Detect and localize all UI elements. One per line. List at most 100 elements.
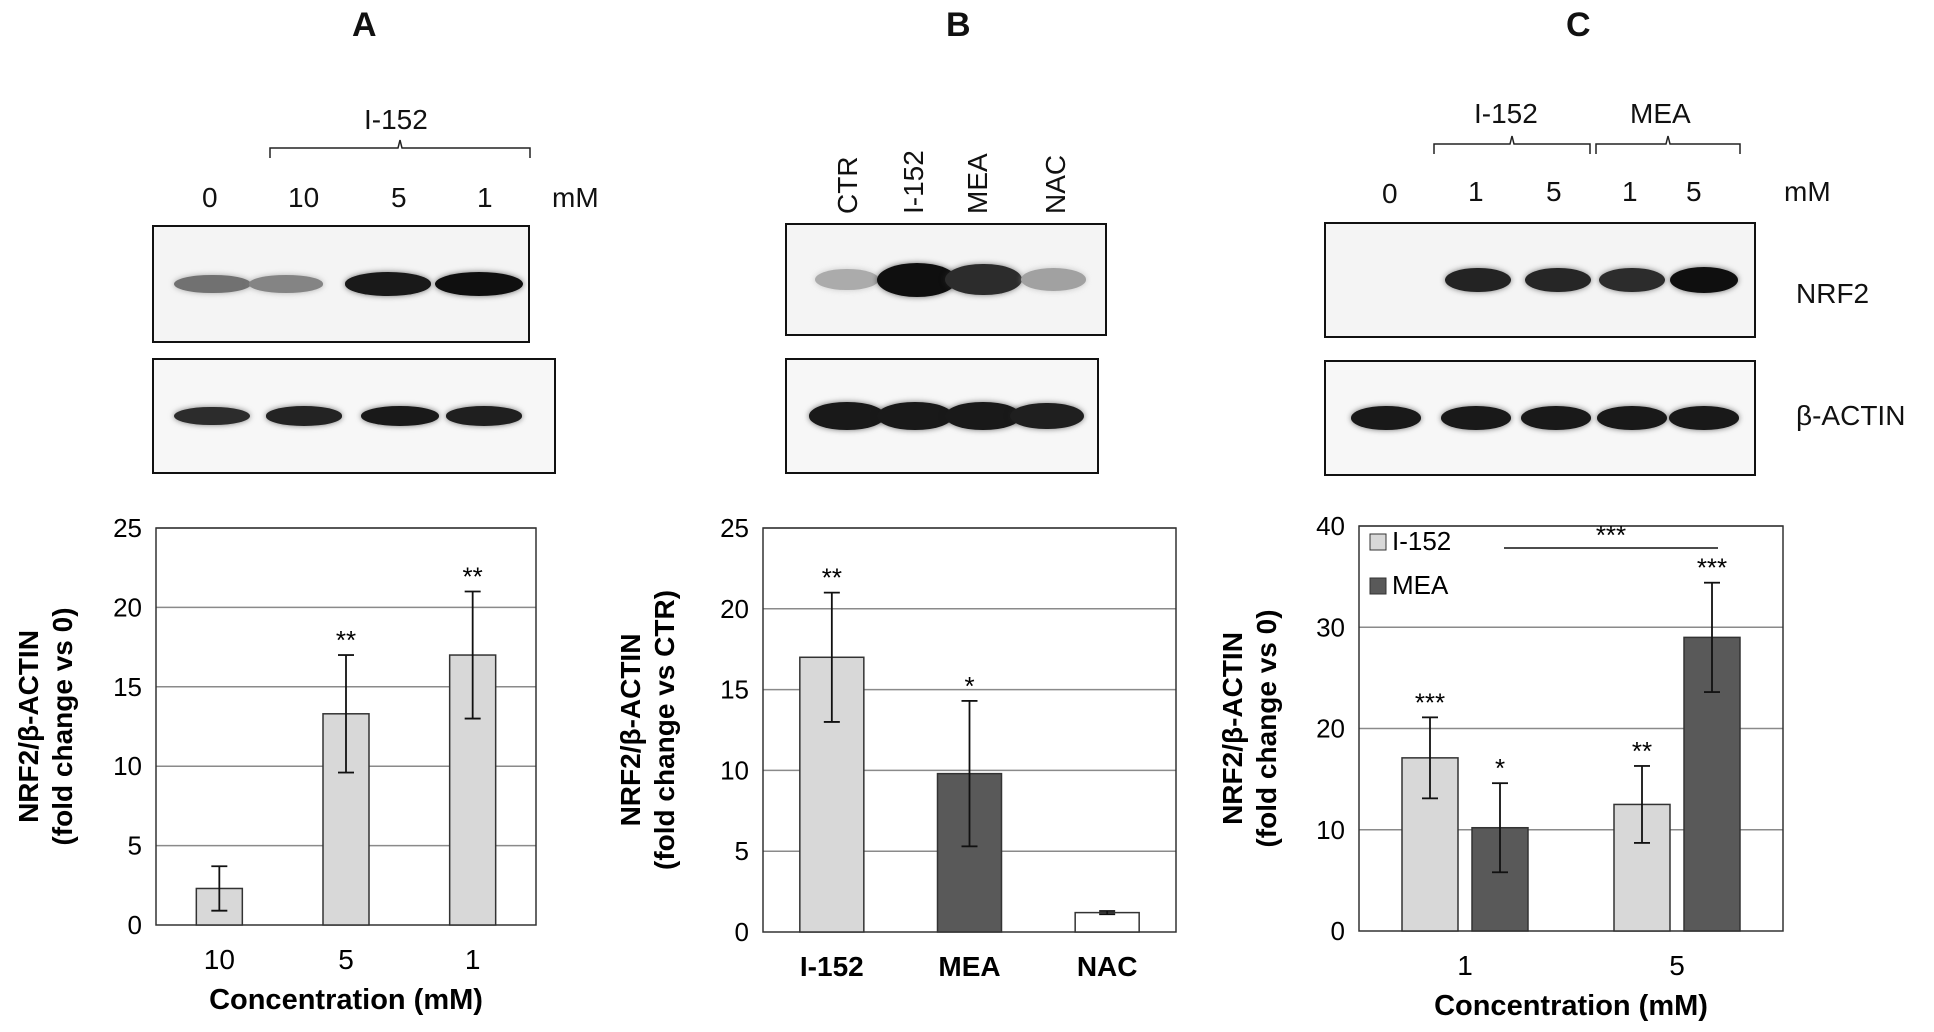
blot-band xyxy=(1351,406,1421,430)
x-tick-label: 10 xyxy=(204,944,235,975)
significance-label: ** xyxy=(822,563,842,593)
y-axis-label: (fold change vs 0) xyxy=(47,607,78,845)
y-tick-label: 20 xyxy=(1316,714,1345,744)
legend-swatch xyxy=(1369,577,1387,595)
blot-band xyxy=(173,274,251,294)
blot-band xyxy=(1525,267,1591,293)
panel-b-actin-blot xyxy=(785,358,1099,474)
blot-band xyxy=(1444,267,1512,293)
y-tick-label: 5 xyxy=(735,836,749,866)
panel-c-bracket-i152 xyxy=(1433,135,1591,154)
blot-band xyxy=(809,402,885,430)
legend-label: MEA xyxy=(1392,570,1449,600)
x-axis-label: Concentration (mM) xyxy=(1434,990,1708,1022)
panel-a-lane-2: 5 xyxy=(391,182,407,213)
panel-c-nrf2-blot xyxy=(1324,222,1756,338)
blot-band xyxy=(361,406,439,426)
panel-c-bracket-mea xyxy=(1595,135,1741,154)
significance-label: ** xyxy=(463,562,483,592)
panel-b-lane-3: NAC xyxy=(1040,154,1071,214)
y-tick-label: 25 xyxy=(113,513,142,543)
blot-band xyxy=(265,406,343,426)
panel-a-nrf2-blot xyxy=(152,225,530,343)
chart-b: 0 5 10 15 20 25 ** I-152 * MEA NAC NRF2/β-ACTIN (fol… xyxy=(615,513,1177,982)
row-label-nrf2: NRF2 xyxy=(1796,278,1870,309)
blot-band xyxy=(945,402,1021,430)
y-tick-label: 0 xyxy=(1331,916,1345,946)
blot-band xyxy=(1597,406,1667,430)
blot-band xyxy=(1020,268,1086,291)
panel-a-lane-1: 10 xyxy=(288,182,320,213)
significance-label: ** xyxy=(1632,736,1652,766)
panel-c-actin-blot xyxy=(1324,360,1756,476)
significance-label: *** xyxy=(1415,687,1445,717)
y-tick-label: 10 xyxy=(720,755,749,785)
blot-band xyxy=(1669,406,1739,430)
y-tick-label: 10 xyxy=(1316,815,1345,845)
panel-c-lane-4: 5 xyxy=(1686,176,1702,207)
blot-band xyxy=(815,268,879,291)
x-tick-label: NAC xyxy=(1077,951,1138,982)
blot-band xyxy=(248,275,324,293)
panel-c-group-mea: MEA xyxy=(1630,98,1691,129)
panel-b-lane-2: MEA xyxy=(962,153,993,214)
panel-c-lane-1: 1 xyxy=(1468,176,1484,207)
y-tick-label: 25 xyxy=(720,513,749,543)
blot-band xyxy=(877,402,953,430)
y-tick-label: 40 xyxy=(1316,511,1345,541)
y-tick-label: 20 xyxy=(720,594,749,624)
significance-label: * xyxy=(1495,753,1505,783)
y-tick-label: 20 xyxy=(113,592,142,622)
blot-band xyxy=(435,272,523,296)
blot-band xyxy=(445,406,523,426)
panel-a-letter: A xyxy=(352,6,377,44)
bar xyxy=(1074,911,1140,933)
panel-a-actin-blot xyxy=(152,358,556,474)
panel-a-lane-3: 1 xyxy=(477,182,493,213)
y-axis-label: (fold change vs 0) xyxy=(1251,609,1282,847)
panel-c-unit: mM xyxy=(1784,176,1831,207)
y-tick-label: 0 xyxy=(128,910,142,940)
row-label-actin: β-ACTIN xyxy=(1796,400,1906,431)
significance-label: * xyxy=(964,671,974,701)
significance-label: ** xyxy=(336,625,356,655)
significance-label: *** xyxy=(1697,553,1727,583)
panel-c-lane-3: 1 xyxy=(1622,176,1638,207)
x-tick-label: 5 xyxy=(1669,950,1685,981)
panel-c-group-i152: I-152 xyxy=(1474,98,1538,129)
y-axis-label: (fold change vs CTR) xyxy=(649,590,680,870)
blot-band xyxy=(1599,267,1665,293)
x-tick-label: 1 xyxy=(465,944,481,975)
panel-c-letter: C xyxy=(1566,6,1591,44)
panel-a-unit: mM xyxy=(552,182,599,213)
panel-c-lane-2: 5 xyxy=(1546,176,1562,207)
x-tick-label: I-152 xyxy=(800,951,864,982)
y-tick-label: 30 xyxy=(1316,612,1345,642)
blot-band xyxy=(1670,267,1738,293)
blot-band xyxy=(1009,402,1085,430)
panel-b-lane-0: CTR xyxy=(832,156,863,214)
blot-band xyxy=(1441,406,1511,430)
panel-a-treatment-label: I-152 xyxy=(364,104,428,135)
legend-label: I-152 xyxy=(1392,526,1451,556)
y-axis-label: NRF2/β-ACTIN xyxy=(13,630,44,823)
x-axis-label: Concentration (mM) xyxy=(209,984,483,1016)
chart-a: 0 5 10 15 20 25 10 ** 5 ** 1 Concentration (mM) NRF2… xyxy=(13,513,537,1016)
blot-band xyxy=(344,272,432,296)
y-tick-label: 5 xyxy=(128,831,142,861)
panel-b-nrf2-blot xyxy=(785,223,1107,336)
y-axis-label: NRF2/β-ACTIN xyxy=(1217,632,1248,825)
blot-band xyxy=(1521,406,1591,430)
panel-b-lane-1: I-152 xyxy=(898,150,929,214)
panel-c-lane-0: 0 xyxy=(1382,178,1398,209)
legend-swatch xyxy=(1369,533,1387,551)
y-tick-label: 15 xyxy=(720,675,749,705)
blot-band xyxy=(174,406,250,426)
y-tick-label: 10 xyxy=(113,751,142,781)
x-tick-label: 5 xyxy=(338,944,354,975)
plot-frame xyxy=(1358,525,1784,932)
blot-band xyxy=(944,263,1022,296)
panel-b-letter: B xyxy=(946,6,971,44)
